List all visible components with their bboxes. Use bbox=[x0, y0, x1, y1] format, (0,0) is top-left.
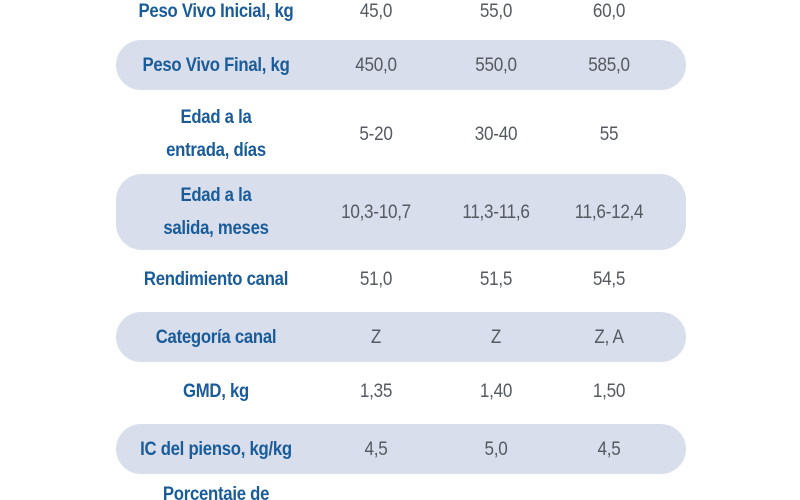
row-value-2: Z bbox=[490, 326, 502, 348]
row-value-2: 55,0 bbox=[479, 0, 513, 22]
row-value-1: 45,0 bbox=[359, 0, 393, 22]
row-value-2: 30-40 bbox=[474, 123, 518, 145]
row-value-3: 585,0 bbox=[588, 54, 630, 76]
row-value-3: 11,6-12,4 bbox=[574, 201, 644, 223]
table-row: Peso Vivo Final, kg 450,0 550,0 585,0 bbox=[116, 40, 686, 90]
row-value-3: 55 bbox=[599, 123, 619, 145]
table-row: Edad a la entrada, días 5-20 30-40 55 bbox=[116, 96, 686, 172]
table-row: Peso Vivo Inicial, kg 45,0 55,0 60,0 bbox=[116, 0, 686, 36]
row-value-1: 1,35 bbox=[359, 380, 393, 402]
row-label: Porcentaje de bbox=[162, 484, 270, 500]
row-value-3: Z, A bbox=[594, 326, 624, 348]
row-value-1: 450,0 bbox=[355, 54, 397, 76]
table-row: Categoría canal Z Z Z, A bbox=[116, 312, 686, 362]
row-value-1: 5-20 bbox=[359, 123, 393, 145]
row-value-3: 60,0 bbox=[592, 0, 626, 22]
row-label: Peso Vivo Final, kg bbox=[142, 54, 290, 76]
row-value-2: 51,5 bbox=[479, 268, 513, 290]
row-label: Edad a la entrada, días bbox=[166, 107, 266, 161]
table-row: Edad a la salida, meses 10,3-10,7 11,3-1… bbox=[116, 174, 686, 250]
row-value-3: 54,5 bbox=[592, 268, 626, 290]
row-value-2: 1,40 bbox=[479, 380, 513, 402]
row-label: Categoría canal bbox=[155, 326, 277, 348]
row-value-1 bbox=[322, 478, 430, 500]
row-label: Peso Vivo Inicial, kg bbox=[138, 0, 294, 22]
row-value-2 bbox=[442, 478, 550, 500]
row-value-3: 4,5 bbox=[597, 438, 621, 460]
table-row: GMD, kg 1,35 1,40 1,50 bbox=[116, 366, 686, 416]
row-value-2: 5,0 bbox=[484, 438, 508, 460]
table-row: IC del pienso, kg/kg 4,5 5,0 4,5 bbox=[116, 424, 686, 474]
row-value-2: 11,3-11,6 bbox=[462, 201, 530, 223]
row-value-2: 550,0 bbox=[475, 54, 517, 76]
table-row: Rendimiento canal 51,0 51,5 54,5 bbox=[116, 254, 686, 304]
table-row: Porcentaje de bbox=[116, 478, 686, 500]
row-value-1: Z bbox=[370, 326, 382, 348]
row-value-3 bbox=[554, 478, 664, 500]
row-label: Edad a la salida, meses bbox=[163, 185, 269, 239]
row-label: IC del pienso, kg/kg bbox=[140, 438, 292, 460]
row-value-1: 4,5 bbox=[364, 438, 388, 460]
row-value-3: 1,50 bbox=[592, 380, 626, 402]
row-value-1: 51,0 bbox=[359, 268, 393, 290]
row-value-1: 10,3-10,7 bbox=[341, 201, 411, 223]
row-label: GMD, kg bbox=[183, 380, 249, 402]
row-label: Rendimiento canal bbox=[143, 268, 289, 290]
